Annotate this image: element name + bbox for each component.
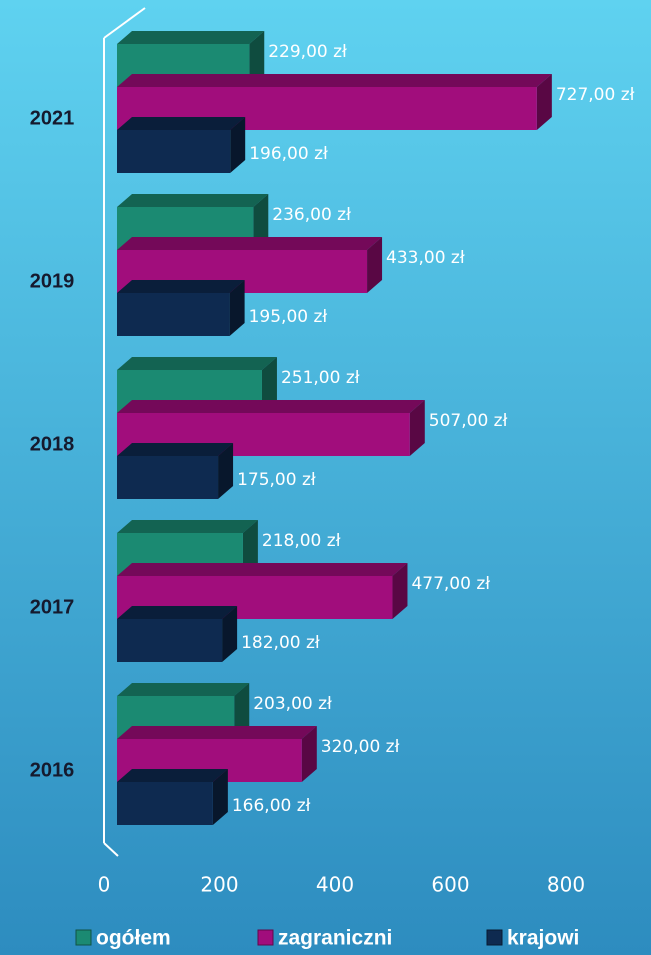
bar-top bbox=[117, 443, 234, 456]
legend-label: zagraniczni bbox=[278, 927, 392, 950]
bar-side bbox=[261, 357, 277, 413]
value-label: 433,00 zł bbox=[386, 248, 465, 268]
bar-front bbox=[117, 456, 219, 499]
back-wall bbox=[103, 7, 146, 857]
bar-side bbox=[234, 683, 250, 739]
bar-top bbox=[117, 357, 277, 370]
value-label: 229,00 zł bbox=[268, 42, 347, 62]
x-tick-label: 200 bbox=[200, 873, 238, 897]
bar-top bbox=[117, 606, 238, 619]
value-label: 218,00 zł bbox=[262, 531, 341, 551]
value-label: 727,00 zł bbox=[556, 85, 635, 105]
value-label: 195,00 zł bbox=[249, 307, 328, 327]
legend-swatch bbox=[75, 929, 92, 946]
bar-top bbox=[117, 194, 269, 207]
bar-side bbox=[392, 563, 408, 619]
bar-top bbox=[117, 563, 408, 576]
bar-side bbox=[229, 280, 245, 336]
bar bbox=[117, 606, 238, 662]
legend-label: krajowi bbox=[507, 927, 579, 950]
bar-top bbox=[117, 74, 552, 87]
bar-top bbox=[117, 400, 425, 413]
legend-label: ogółem bbox=[96, 927, 171, 950]
value-label: 196,00 zł bbox=[249, 144, 328, 164]
bar-side bbox=[222, 606, 238, 662]
category-label: 2017 bbox=[30, 597, 75, 619]
bar-side bbox=[218, 443, 234, 499]
bar-top bbox=[117, 117, 246, 130]
bar-side bbox=[242, 520, 258, 576]
legend-swatch bbox=[257, 929, 274, 946]
value-label: 175,00 zł bbox=[237, 470, 316, 490]
value-label: 320,00 zł bbox=[321, 737, 400, 757]
value-label: 477,00 zł bbox=[411, 574, 490, 594]
bar-side bbox=[212, 769, 228, 825]
value-label: 166,00 zł bbox=[232, 796, 311, 816]
bar-top bbox=[117, 237, 383, 250]
x-tick-label: 600 bbox=[431, 873, 469, 897]
bar bbox=[117, 280, 245, 336]
category-label: 2019 bbox=[30, 271, 75, 293]
value-label: 203,00 zł bbox=[253, 694, 332, 714]
bar-side bbox=[536, 74, 552, 130]
category-label: 2016 bbox=[30, 760, 75, 782]
x-tick-label: 800 bbox=[547, 873, 585, 897]
value-label: 507,00 zł bbox=[429, 411, 508, 431]
bar-side bbox=[301, 726, 317, 782]
value-label: 251,00 zł bbox=[281, 368, 360, 388]
x-tick-label: 0 bbox=[98, 873, 111, 897]
bar-top bbox=[117, 683, 250, 696]
bar-top bbox=[117, 520, 258, 533]
category-label: 2021 bbox=[30, 108, 75, 130]
x-tick-label: 400 bbox=[316, 873, 354, 897]
legend-swatch bbox=[486, 929, 503, 946]
bar-front bbox=[117, 619, 223, 662]
value-label: 182,00 zł bbox=[241, 633, 320, 653]
bar-top bbox=[117, 280, 245, 293]
bar-front bbox=[117, 293, 230, 336]
bar bbox=[117, 117, 246, 173]
bar-side bbox=[230, 117, 246, 173]
bar-side bbox=[409, 400, 425, 456]
bar bbox=[117, 769, 228, 825]
bar-side bbox=[253, 194, 269, 250]
bar-top bbox=[117, 726, 317, 739]
bar-side bbox=[249, 31, 265, 87]
bar bbox=[117, 443, 234, 499]
value-label: 236,00 zł bbox=[272, 205, 351, 225]
bar-side bbox=[367, 237, 383, 293]
bar-top bbox=[117, 769, 228, 782]
bar-top bbox=[117, 31, 265, 44]
bar-front bbox=[117, 130, 231, 173]
category-label: 2018 bbox=[30, 434, 75, 456]
bar-front bbox=[117, 782, 213, 825]
